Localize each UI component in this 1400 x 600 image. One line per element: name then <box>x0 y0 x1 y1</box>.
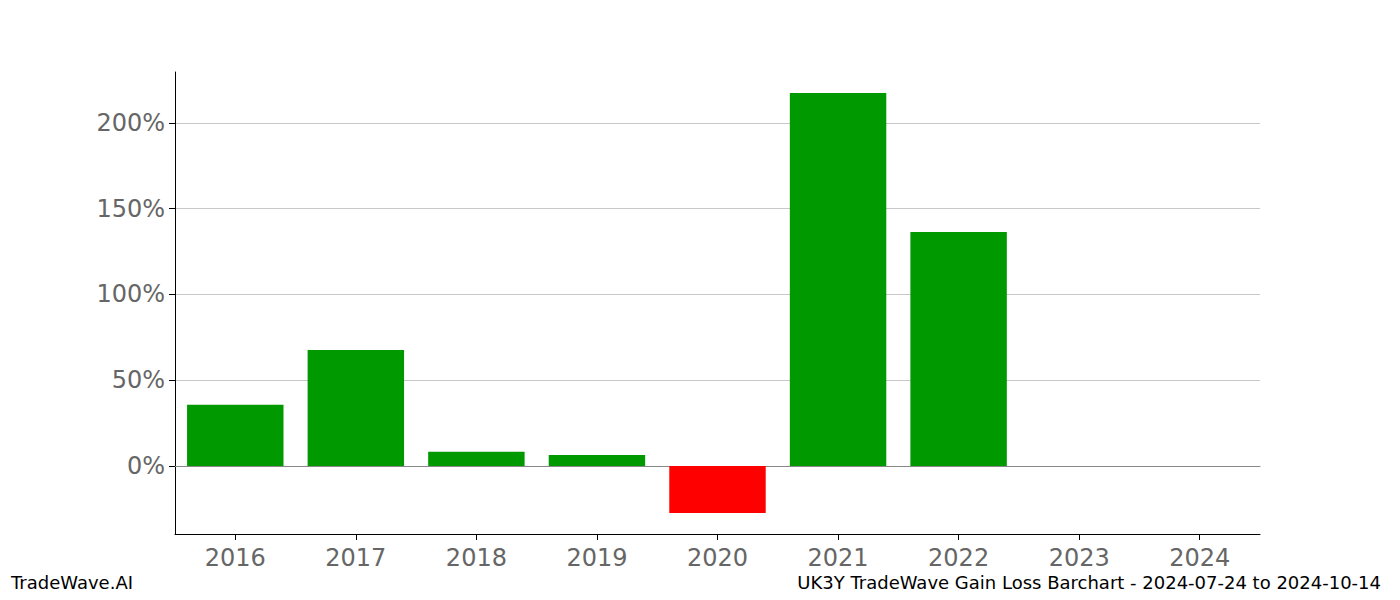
svg-text:TradeWave.AI: TradeWave.AI <box>10 572 133 593</box>
svg-text:50%: 50% <box>112 366 165 394</box>
svg-text:2022: 2022 <box>928 544 989 572</box>
svg-text:UK3Y TradeWave Gain Loss Barch: UK3Y TradeWave Gain Loss Barchart - 2024… <box>797 572 1381 593</box>
svg-text:2016: 2016 <box>205 544 266 572</box>
svg-text:2017: 2017 <box>325 544 386 572</box>
svg-text:200%: 200% <box>96 109 165 137</box>
svg-text:2019: 2019 <box>566 544 627 572</box>
svg-text:2020: 2020 <box>687 544 748 572</box>
svg-text:2023: 2023 <box>1049 544 1110 572</box>
svg-text:2021: 2021 <box>808 544 869 572</box>
svg-text:2024: 2024 <box>1169 544 1230 572</box>
svg-text:0%: 0% <box>127 452 165 480</box>
svg-text:2018: 2018 <box>446 544 507 572</box>
svg-text:100%: 100% <box>96 280 165 308</box>
svg-text:150%: 150% <box>96 195 165 223</box>
